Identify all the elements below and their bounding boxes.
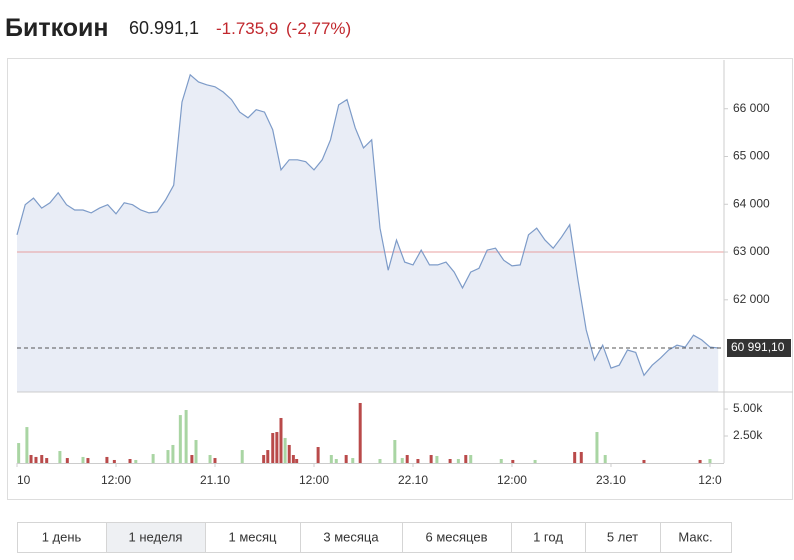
volume-bar (65, 458, 69, 463)
volume-bar (166, 450, 170, 463)
volume-bar (378, 459, 382, 463)
volume-bar (435, 455, 439, 463)
x-tick-label: 12:00 (101, 473, 131, 487)
volume-bar (25, 427, 29, 463)
volume-bar (358, 402, 362, 463)
volume-bar (279, 417, 283, 463)
volume-bar (275, 432, 279, 463)
volume-bar (151, 454, 155, 463)
y2-tick-label: 2.50k (733, 428, 763, 442)
volume-bar (134, 459, 138, 463)
x-tick-label: 10 (17, 473, 31, 487)
volume-bar (595, 432, 599, 463)
volume-bar (329, 455, 333, 463)
tab-label[interactable]: Макс. (678, 529, 712, 544)
y-tick-label: 62 000 (733, 292, 770, 306)
tab-label[interactable]: 1 месяц (229, 529, 278, 544)
volume-bar (34, 456, 38, 463)
x-tick-label: 22.10 (398, 473, 428, 487)
volume-bar (58, 451, 62, 463)
volume-bar (213, 458, 217, 463)
volume-bar (45, 458, 49, 463)
volume-bar (266, 450, 270, 463)
volume-bar (393, 440, 397, 463)
x-tick-label: 21.10 (200, 473, 230, 487)
volume-bar (291, 455, 295, 463)
volume-bar (295, 459, 299, 463)
volume-bar (40, 455, 44, 463)
x-tick-label: 12:00 (299, 473, 329, 487)
tab-label[interactable]: 1 день (42, 529, 82, 544)
volume-bar (344, 455, 348, 463)
volume-bar (499, 459, 503, 463)
volume-bar (128, 459, 132, 463)
y2-tick-label: 5.00k (733, 401, 763, 415)
volume-bar (533, 459, 537, 463)
volume-bar (511, 459, 515, 463)
volume-bar (464, 455, 468, 463)
tab[interactable] (511, 522, 586, 553)
volume-bar (334, 459, 338, 463)
volume-bar (448, 459, 452, 463)
volume-bar (698, 459, 702, 463)
price-area (17, 74, 719, 393)
y-tick-label: 63 000 (733, 244, 770, 258)
y-tick-label: 66 000 (733, 101, 770, 115)
volume-bar (178, 415, 182, 463)
volume-bar (708, 459, 712, 463)
volume-bar (208, 455, 212, 463)
tab[interactable] (205, 522, 301, 553)
tab[interactable] (585, 522, 661, 553)
volume-bar (429, 455, 433, 463)
volume-bar (190, 455, 194, 463)
tab-label[interactable]: 1 год (533, 529, 563, 544)
y-tick-label: 64 000 (733, 196, 770, 210)
volume-bar (171, 444, 175, 463)
volume-bar (271, 432, 275, 463)
last-price-box (727, 338, 791, 357)
volume-bar (469, 455, 473, 463)
price: 60.991,1 (129, 18, 199, 38)
chart-frame (7, 58, 793, 500)
tab[interactable] (660, 522, 732, 553)
change: -1.735,9 (216, 19, 278, 38)
x-tick-label: 23.10 (596, 473, 626, 487)
volume-bar (112, 459, 116, 463)
x-tick-label: 12:00 (497, 473, 527, 487)
volume-bar (287, 444, 291, 463)
volume-bar (416, 459, 420, 463)
last-price-label: 60 991,10 (731, 340, 785, 354)
tab-label[interactable]: 6 месяцев (426, 529, 488, 544)
volume-bar (283, 437, 287, 463)
volume-bar (262, 455, 266, 463)
tab[interactable] (106, 522, 206, 553)
volume-bar (240, 450, 244, 463)
volume-bar (184, 410, 188, 463)
volume-bar (17, 443, 21, 463)
tab-label[interactable]: 1 неделя (129, 529, 183, 544)
y-tick-label: 65 000 (733, 149, 770, 163)
volume-bar (194, 440, 198, 463)
volume-bar (316, 447, 320, 463)
volume-bar (351, 458, 355, 463)
volume-bar (81, 456, 85, 463)
volume-bar (579, 451, 583, 463)
tab-label[interactable]: 5 лет (607, 529, 638, 544)
volume-bar (29, 455, 33, 463)
volume-bar (405, 455, 409, 463)
volume-bar (400, 458, 404, 463)
volume-bar (573, 451, 577, 463)
tab[interactable] (300, 522, 403, 553)
title: Биткоин (5, 14, 109, 42)
volume-bar (642, 459, 646, 463)
volume-bar (86, 458, 90, 463)
volume-bar (105, 456, 109, 463)
volume-bar (456, 459, 460, 463)
volume-bar (603, 455, 607, 463)
tab[interactable] (17, 522, 107, 553)
tab-label[interactable]: 3 месяца (323, 529, 379, 544)
x-tick-label: 12:0 (698, 473, 722, 487)
change-percent: (-2,77%) (286, 19, 351, 38)
